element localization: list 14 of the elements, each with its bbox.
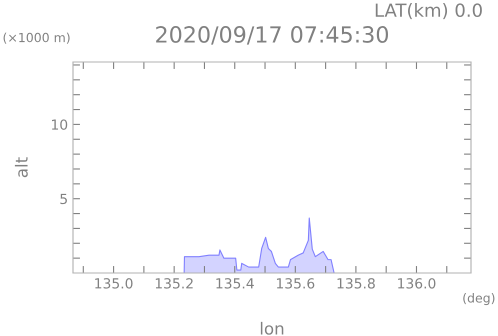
- x-tick-label: 135.6: [276, 278, 314, 289]
- chart-title: 2020/09/17 07:45:30: [156, 26, 388, 45]
- x-tick-label: 135.8: [338, 278, 375, 289]
- text: (deg): [463, 292, 494, 306]
- x-tick-label: 136.0: [398, 278, 436, 289]
- text: (×1000 m): [4, 32, 70, 44]
- y-tick-label: 5: [60, 194, 67, 204]
- x-tick-label: 135.2: [156, 278, 193, 289]
- y-tick-label: 10: [52, 119, 68, 130]
- x-tick-label: 135.0: [95, 278, 133, 289]
- x-axis-title: lon: [260, 322, 284, 335]
- x-tick-label: 135.4: [216, 278, 254, 289]
- y-axis-title: alt: [14, 157, 28, 178]
- text: LAT(km) 0.0: [376, 3, 482, 20]
